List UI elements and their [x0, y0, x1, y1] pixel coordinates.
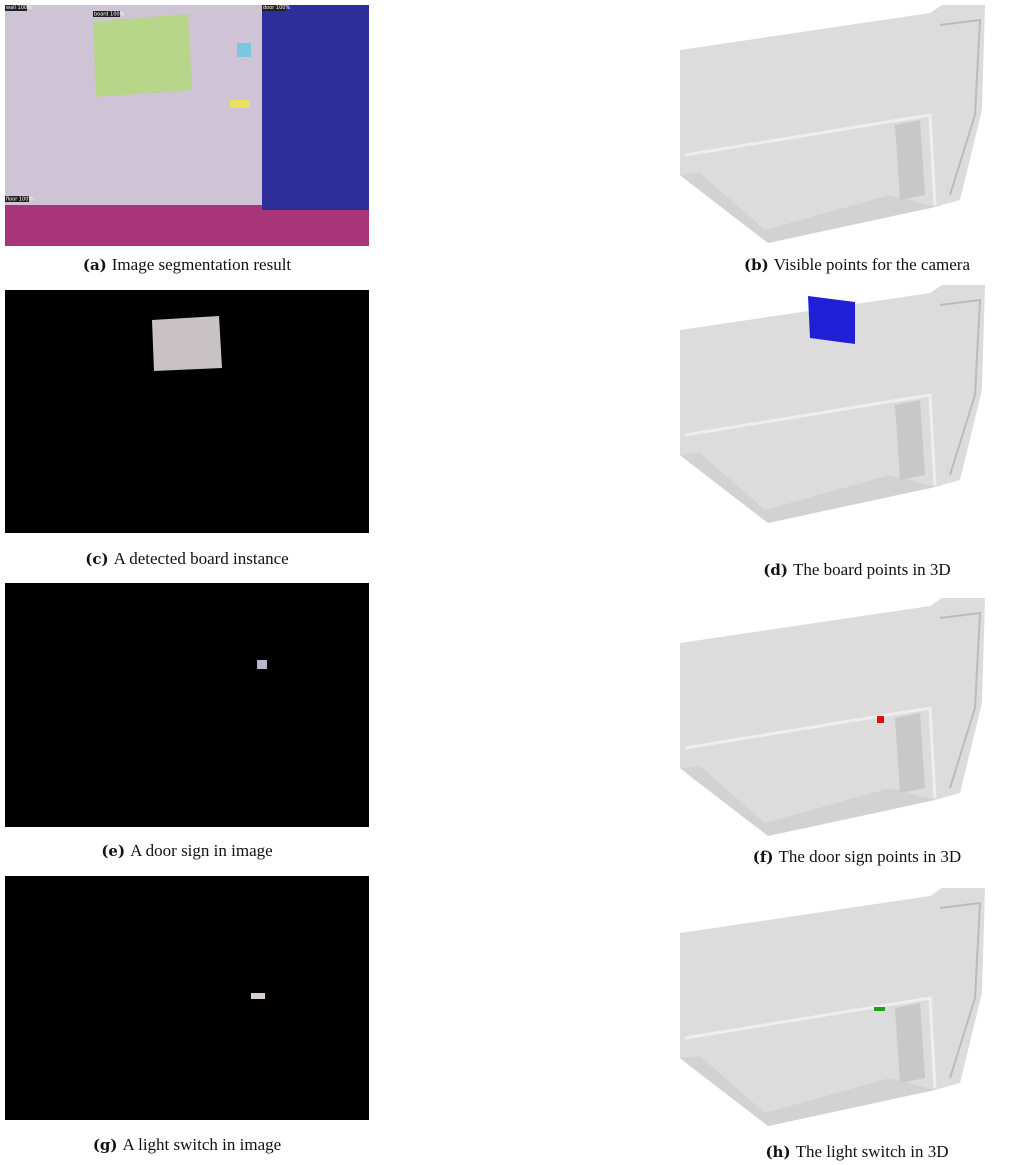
caption-label: (a): [83, 256, 107, 274]
segmentation-image: wall 100% board 100% door 100% floor 100…: [5, 5, 369, 246]
point-cloud: [680, 888, 985, 1126]
page: {"panels": [ {"label": "(a)", "caption":…: [0, 0, 1034, 1165]
switch-crop: [251, 993, 265, 999]
caption-label: (e): [101, 842, 125, 860]
seg-label: floor 100%: [6, 197, 33, 203]
caption: (g) A light switch in image: [93, 1135, 281, 1155]
caption-label: (h): [765, 1143, 790, 1161]
point-cloud: [680, 5, 985, 243]
point-cloud: [680, 598, 985, 836]
caption-label: (g): [93, 1136, 118, 1154]
caption: (a) Image segmentation result: [83, 255, 291, 275]
caption: (b) Visible points for the camera: [744, 255, 970, 275]
caption-text: A detected board instance: [114, 549, 289, 568]
caption-label: (b): [744, 256, 769, 274]
caption-text: The door sign points in 3D: [778, 847, 961, 866]
door-sign-points: [877, 716, 884, 723]
caption-text: Image segmentation result: [112, 255, 291, 274]
caption-label: (f): [753, 848, 774, 866]
door-sign-crop: [257, 660, 267, 669]
caption: (d) The board points in 3D: [763, 560, 950, 580]
board-points: [808, 296, 855, 344]
seg-label: board 100%: [94, 12, 125, 18]
caption-text: A door sign in image: [130, 841, 273, 860]
seg-label: wall 100%: [6, 5, 32, 11]
mask-image: [5, 583, 369, 827]
caption-text: A light switch in image: [123, 1135, 282, 1154]
caption-text: Visible points for the camera: [774, 255, 970, 274]
caption-text: The light switch in 3D: [796, 1142, 949, 1161]
switch-points: [874, 1007, 885, 1011]
caption-label: (d): [763, 561, 788, 579]
seg-label: door 100%: [263, 5, 290, 11]
figure: wall 100% board 100% door 100% floor 100…: [0, 0, 1034, 1165]
caption-text: The board points in 3D: [793, 560, 951, 579]
caption: (h) The light switch in 3D: [765, 1142, 948, 1162]
caption: (e) A door sign in image: [101, 841, 272, 861]
board-crop: [152, 316, 222, 371]
caption: (f)The door sign points in 3D: [753, 847, 961, 867]
caption-label: (c): [85, 550, 108, 568]
mask-image: [5, 876, 369, 1120]
caption: (c) A detected board instance: [85, 549, 288, 569]
